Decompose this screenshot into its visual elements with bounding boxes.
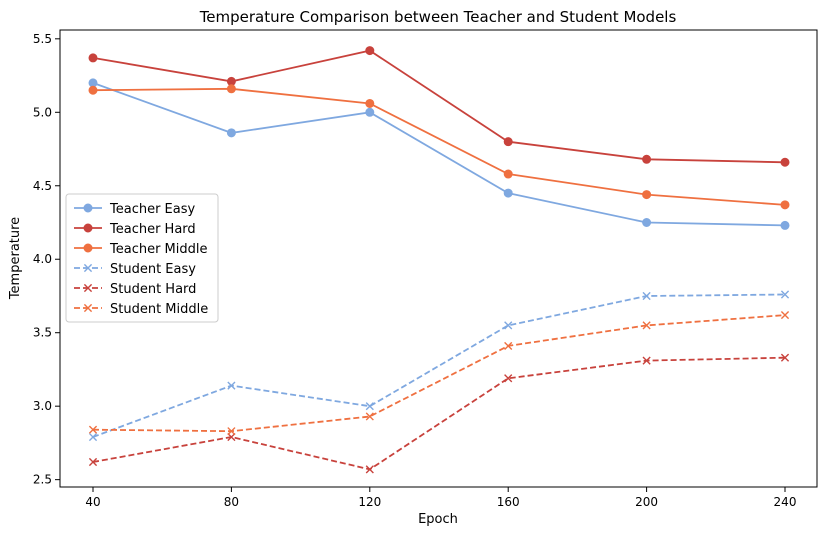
data-point — [642, 190, 652, 200]
data-point — [227, 427, 236, 436]
legend-marker — [83, 203, 93, 213]
x-tick-label: 240 — [774, 495, 797, 509]
series-student-hard — [88, 353, 790, 474]
legend-item: Student Hard — [74, 282, 196, 297]
data-point — [503, 169, 513, 179]
data-point — [504, 374, 513, 383]
data-point — [503, 188, 513, 198]
y-tick-label: 5.0 — [33, 105, 52, 119]
y-tick-label: 2.5 — [33, 473, 52, 487]
data-point — [780, 200, 790, 210]
series-line-teacher-hard — [92, 49, 786, 164]
data-point — [780, 220, 790, 230]
series-teacher-easy — [88, 78, 790, 230]
y-tick-label: 5.5 — [33, 32, 52, 46]
data-point — [88, 425, 98, 434]
x-tick-label: 200 — [635, 495, 658, 509]
y-tick-label: 3.5 — [33, 326, 52, 340]
data-point — [365, 107, 375, 117]
legend: Teacher Easy Teacher Hard Teacher Middle St… — [65, 193, 219, 323]
legend-marker — [83, 283, 93, 293]
data-point — [88, 53, 98, 63]
data-point — [365, 98, 375, 108]
data-point — [780, 157, 790, 167]
data-point — [365, 465, 374, 474]
legend-box — [65, 193, 219, 323]
data-point — [88, 457, 98, 467]
series-teacher-middle — [88, 84, 790, 210]
series-line-student-middle — [92, 314, 786, 433]
legend-marker — [83, 263, 93, 273]
data-point — [227, 432, 236, 442]
legend-item: Student Easy — [74, 262, 196, 277]
data-point — [88, 78, 98, 88]
data-point — [365, 412, 374, 421]
x-tick-label: 120 — [358, 495, 381, 509]
y-tick-label: 4.0 — [33, 252, 52, 266]
legend-item: Teacher Hard — [74, 222, 196, 237]
data-point — [88, 432, 98, 442]
data-point — [780, 353, 790, 362]
x-tick-label: 40 — [85, 495, 100, 509]
x-tick-label: 160 — [497, 495, 520, 509]
data-point — [642, 217, 652, 227]
y-axis: 2.5 3.0 3.5 4.0 4.5 5.0 5.5 — [33, 32, 60, 487]
legend-marker — [83, 223, 93, 233]
y-tick-label: 4.5 — [33, 179, 52, 193]
series-line-teacher-middle — [92, 87, 786, 206]
data-point — [642, 321, 651, 330]
data-point — [642, 291, 651, 301]
series-line-student-hard — [92, 356, 786, 471]
data-point — [642, 356, 651, 365]
data-point — [642, 154, 652, 164]
legend-label: Student Easy — [110, 262, 196, 277]
x-axis-title: Epoch — [418, 512, 458, 527]
legend-label: Teacher Middle — [109, 242, 208, 257]
data-point — [504, 321, 513, 330]
data-point — [226, 84, 236, 94]
series-teacher-hard — [88, 46, 790, 167]
legend-marker — [83, 243, 93, 253]
series-layer — [88, 46, 790, 474]
series-student-middle — [88, 310, 790, 436]
legend-item: Teacher Middle — [74, 242, 208, 257]
data-point — [88, 85, 98, 95]
chart-title: Temperature Comparison between Teacher a… — [199, 8, 677, 26]
y-axis-title: Temperature — [8, 217, 23, 300]
legend-item: Teacher Easy — [74, 202, 196, 217]
legend-label: Teacher Easy — [109, 202, 196, 217]
data-point — [227, 381, 236, 390]
data-point — [226, 128, 236, 138]
data-point — [780, 310, 790, 320]
legend-item: Student Middle — [74, 302, 208, 317]
data-point — [226, 76, 236, 86]
series-line-teacher-easy — [92, 82, 786, 227]
x-axis: 40 80 120 160 200 240 — [85, 487, 796, 509]
y-tick-label: 3.0 — [33, 399, 52, 413]
plot-area — [59, 29, 818, 488]
x-tick-label: 80 — [224, 495, 239, 509]
legend-marker — [83, 303, 93, 313]
data-point — [780, 290, 790, 299]
data-point — [504, 341, 513, 351]
series-student-easy — [88, 290, 790, 442]
legend-label: Student Middle — [110, 302, 208, 317]
data-point — [365, 46, 375, 56]
data-point — [503, 137, 513, 147]
data-point — [365, 402, 374, 411]
legend-label: Teacher Hard — [109, 222, 196, 237]
legend-label: Student Hard — [110, 282, 196, 297]
series-line-student-easy — [92, 293, 786, 438]
